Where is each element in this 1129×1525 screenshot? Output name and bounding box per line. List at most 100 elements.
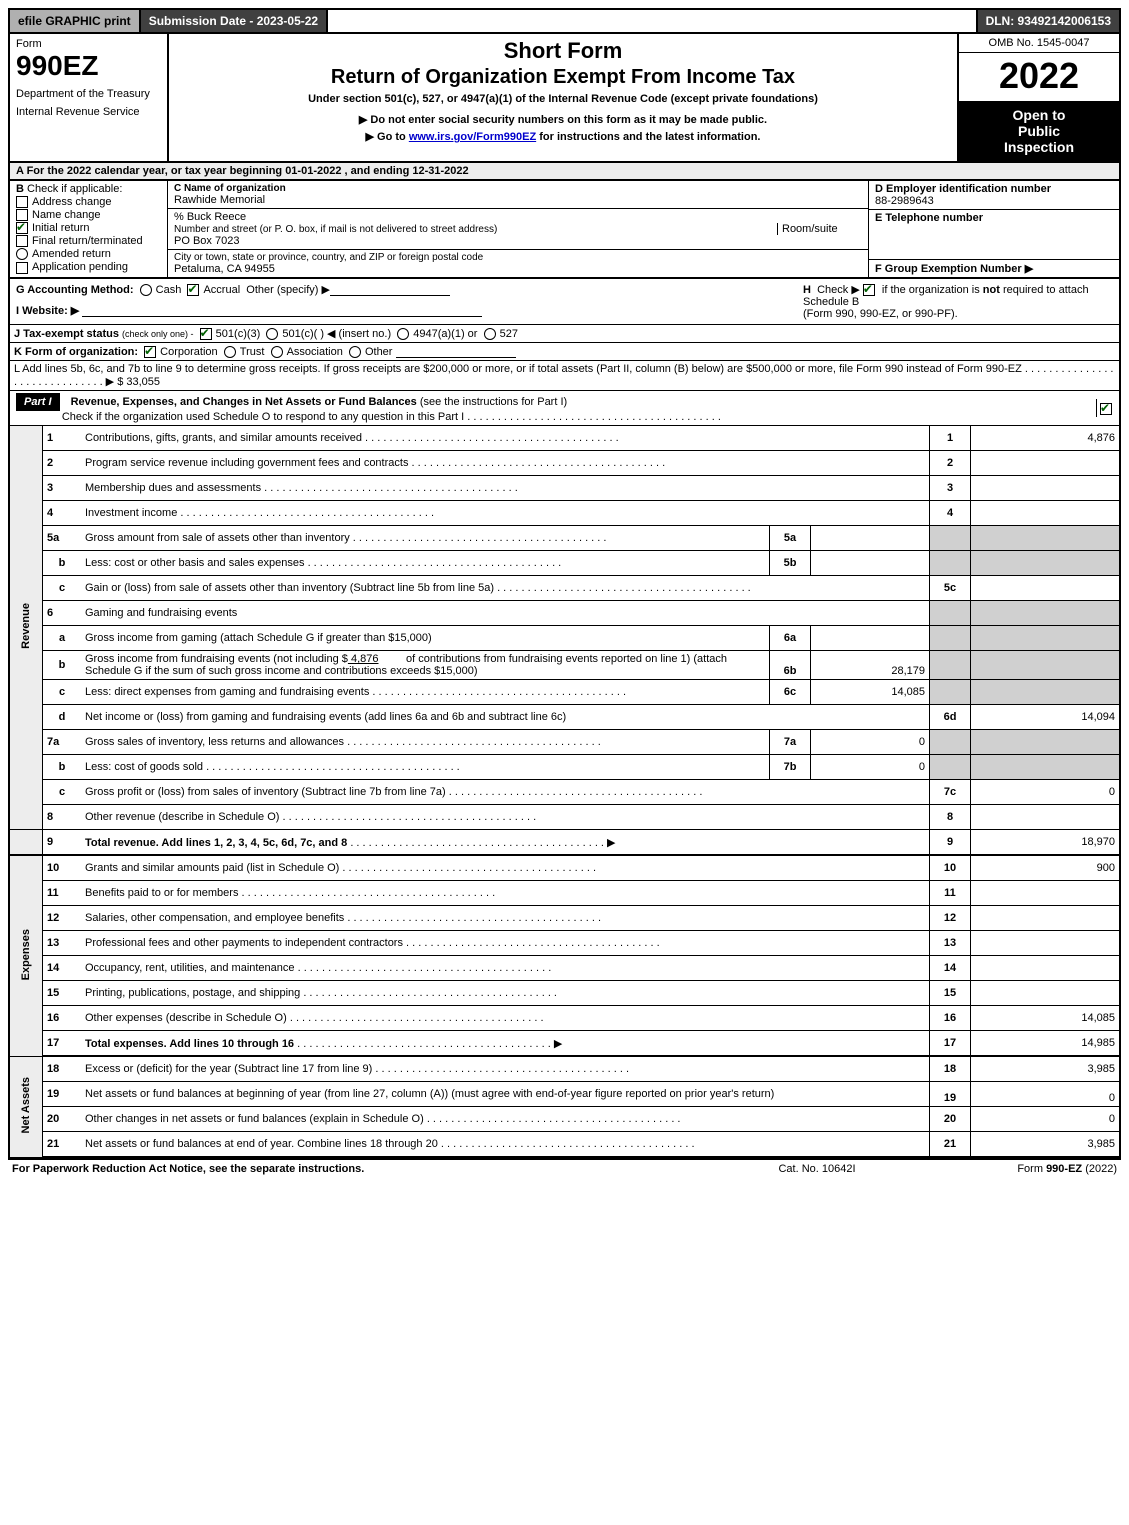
footer-form-number: 990-EZ <box>1046 1163 1082 1175</box>
street-address: PO Box 7023 <box>174 235 862 247</box>
line-5a: 5aGross amount from sale of assets other… <box>9 526 1120 551</box>
chk-initial-return[interactable] <box>16 222 28 234</box>
part-i-paren: (see the instructions for Part I) <box>420 396 567 408</box>
l17-desc: Total expenses. Add lines 10 through 16 <box>85 1038 294 1050</box>
l5c-amt <box>971 576 1121 601</box>
l10-desc: Grants and similar amounts paid (list in… <box>85 862 339 874</box>
cat-no: Cat. No. 10642I <box>717 1163 917 1175</box>
return-title: Return of Organization Exempt From Incom… <box>177 66 949 89</box>
part-i-table: Revenue 1 Contributions, gifts, grants, … <box>8 426 1121 1158</box>
l4-amt <box>971 501 1121 526</box>
l5b-ival <box>811 551 930 576</box>
chk-501c3[interactable] <box>200 328 212 340</box>
other-specify-field[interactable] <box>330 283 450 296</box>
radio-association[interactable] <box>271 346 283 358</box>
l19-blockno: 19 <box>930 1082 971 1107</box>
l19-amt: 0 <box>971 1082 1121 1107</box>
l6b-contrib-val: 4,876 <box>348 653 379 665</box>
radio-trust[interactable] <box>224 346 236 358</box>
website-field[interactable] <box>82 304 482 317</box>
lbl-application-pending: Application pending <box>32 261 128 273</box>
tax-year: 2022 <box>959 53 1119 101</box>
other-org-field[interactable] <box>396 345 516 358</box>
l6c-ival: 14,085 <box>811 680 930 705</box>
addr-label: Number and street (or P. O. box, if mail… <box>174 224 497 235</box>
chk-application-pending[interactable] <box>16 262 28 274</box>
l21-desc: Net assets or fund balances at end of ye… <box>85 1138 438 1150</box>
line-2: 2 Program service revenue including gover… <box>9 451 1120 476</box>
row-k: K Form of organization: Corporation Trus… <box>8 343 1121 361</box>
l8-desc: Other revenue (describe in Schedule O) <box>85 811 279 823</box>
lbl-cash: Cash <box>156 284 182 296</box>
row-g-h: G Accounting Method: Cash Accrual Other … <box>8 279 1121 325</box>
j-note: (check only one) - <box>122 329 194 339</box>
l16-desc: Other expenses (describe in Schedule O) <box>85 1012 287 1024</box>
l7b-innerno: 7b <box>770 755 811 780</box>
dept-treasury: Department of the Treasury <box>16 88 161 100</box>
l21-amt: 3,985 <box>971 1132 1121 1158</box>
l10-blockno: 10 <box>930 855 971 881</box>
radio-cash[interactable] <box>140 284 152 296</box>
l9-blockno: 9 <box>930 830 971 856</box>
radio-527[interactable] <box>484 328 496 340</box>
l2-blockno: 2 <box>930 451 971 476</box>
chk-corporation[interactable] <box>144 346 156 358</box>
chk-amended-return[interactable] <box>16 248 28 260</box>
l18-desc: Excess or (deficit) for the year (Subtra… <box>85 1063 372 1075</box>
chk-final-return[interactable] <box>16 235 28 247</box>
l4-blockno: 4 <box>930 501 971 526</box>
l6b-ival: 28,179 <box>811 651 930 680</box>
chk-schedule-b-not-required[interactable] <box>863 284 875 296</box>
chk-schedule-o-part-i[interactable] <box>1100 403 1112 415</box>
line-9: 9 Total revenue. Add lines 1, 2, 3, 4, 5… <box>9 830 1120 856</box>
l18-blockno: 18 <box>930 1056 971 1082</box>
line-7c: cGross profit or (loss) from sales of in… <box>9 780 1120 805</box>
chk-accrual[interactable] <box>187 284 199 296</box>
short-form-title: Short Form <box>177 38 949 64</box>
line-17: 17 Total expenses. Add lines 10 through … <box>9 1031 1120 1057</box>
lbl-527: 527 <box>500 328 518 340</box>
radio-4947[interactable] <box>397 328 409 340</box>
efile-print-label[interactable]: efile GRAPHIC print <box>10 10 141 32</box>
l16-blockno: 16 <box>930 1006 971 1031</box>
radio-other-org[interactable] <box>349 346 361 358</box>
open1: Open to <box>1013 107 1066 123</box>
l7b-ival: 0 <box>811 755 930 780</box>
l10-amt: 900 <box>971 855 1121 881</box>
h-text2: if the organization is <box>882 284 983 296</box>
city-label: City or town, state or province, country… <box>174 252 862 263</box>
row-l: L Add lines 5b, 6c, and 7b to line 9 to … <box>8 361 1121 391</box>
l-text: L Add lines 5b, 6c, and 7b to line 9 to … <box>14 363 1114 388</box>
form-footer-id: Form 990-EZ (2022) <box>917 1163 1117 1175</box>
l3-blockno: 3 <box>930 476 971 501</box>
line-12: 12Salaries, other compensation, and empl… <box>9 906 1120 931</box>
l2-amt <box>971 451 1121 476</box>
line-15: 15Printing, publications, postage, and s… <box>9 981 1120 1006</box>
l7c-desc: Gross profit or (loss) from sales of inv… <box>85 786 446 798</box>
line-6: 6Gaming and fundraising events <box>9 601 1120 626</box>
org-name: Rawhide Memorial <box>174 194 862 206</box>
lbl-other-org: Other <box>365 346 393 358</box>
vert-revenue: Revenue <box>9 426 43 830</box>
chk-address-change[interactable] <box>16 196 28 208</box>
l5b-innerno: 5b <box>770 551 811 576</box>
line-19: 19Net assets or fund balances at beginni… <box>9 1082 1120 1107</box>
h-check-text: Check ▶ <box>817 284 860 296</box>
irs-link[interactable]: www.irs.gov/Form990EZ <box>409 131 536 143</box>
lbl-initial-return: Initial return <box>32 222 89 234</box>
open-to-public: Open to Public Inspection <box>959 101 1119 161</box>
l2-desc: Program service revenue including govern… <box>85 457 408 469</box>
l7a-desc: Gross sales of inventory, less returns a… <box>85 736 344 748</box>
l15-desc: Printing, publications, postage, and shi… <box>85 987 300 999</box>
lbl-name-change: Name change <box>32 209 101 221</box>
col-c-org-info: C Name of organization Rawhide Memorial … <box>168 181 869 277</box>
l12-blockno: 12 <box>930 906 971 931</box>
lbl-other-specify: Other (specify) ▶ <box>246 284 330 296</box>
open2: Public <box>1018 123 1060 139</box>
h-not: not <box>983 284 1000 296</box>
b-label: B <box>16 183 24 195</box>
radio-501c[interactable] <box>266 328 278 340</box>
page-footer: For Paperwork Reduction Act Notice, see … <box>8 1158 1121 1178</box>
line-18: Net Assets 18Excess or (deficit) for the… <box>9 1056 1120 1082</box>
line-6d: dNet income or (loss) from gaming and fu… <box>9 705 1120 730</box>
